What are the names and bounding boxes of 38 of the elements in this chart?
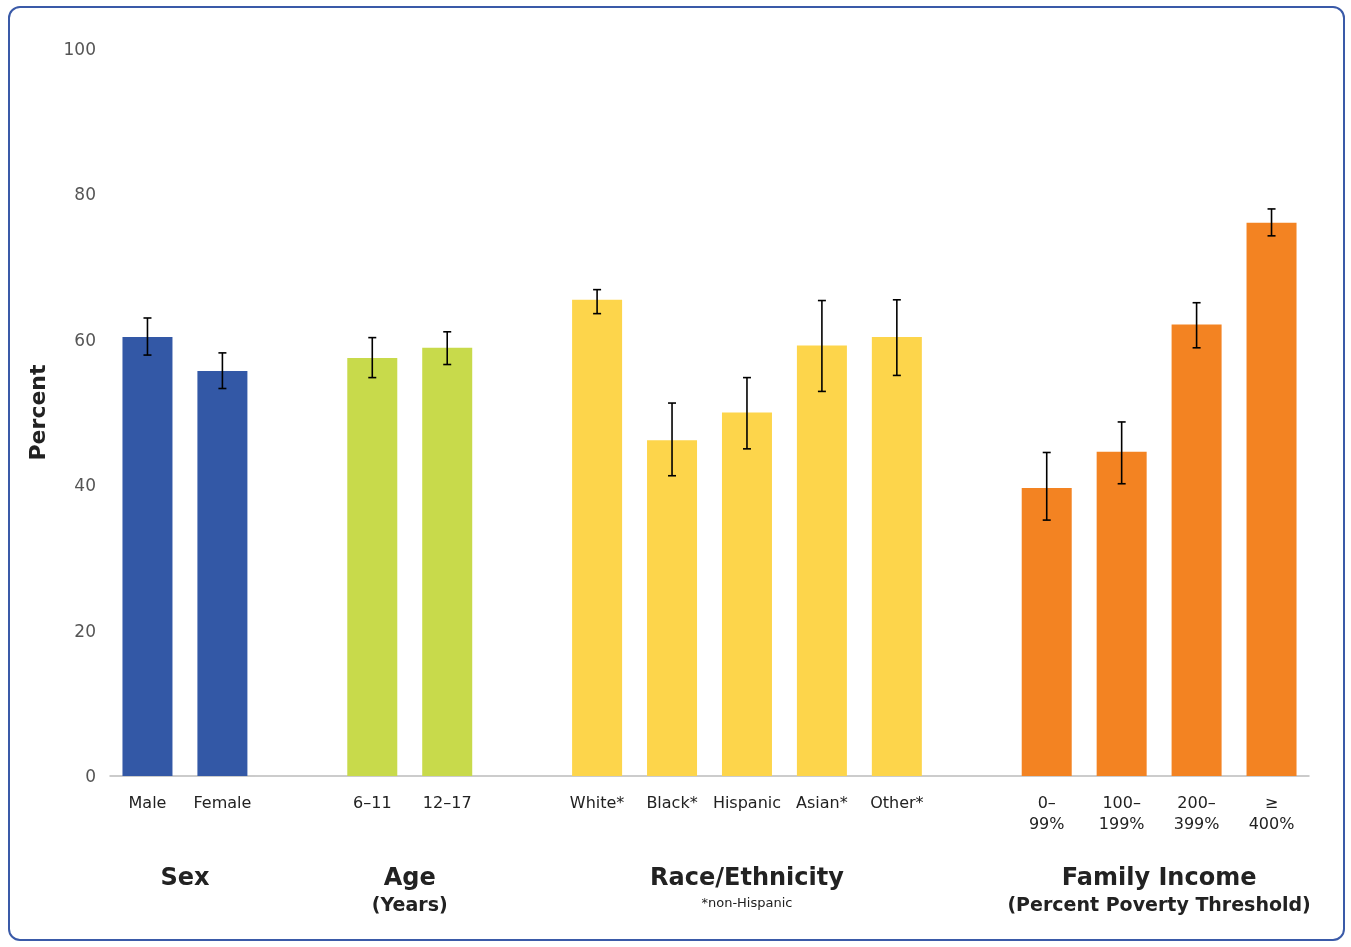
- bar: [1171, 324, 1222, 776]
- text: *non-Hispanic: [701, 895, 793, 910]
- x-tick-label: 100–199%: [1098, 793, 1145, 833]
- y-tick-label: 40: [74, 475, 96, 496]
- text: Sex: [160, 863, 210, 891]
- text: Race/Ethnicity: [650, 863, 845, 891]
- bar: [1021, 488, 1072, 776]
- y-tick-label: 20: [74, 620, 96, 641]
- bar: [422, 347, 473, 776]
- x-tick-label: Black*: [646, 793, 698, 812]
- bar: [1096, 451, 1147, 776]
- bar: [796, 345, 847, 776]
- x-tick-label: Asian*: [796, 793, 848, 812]
- y-tick-label: 60: [74, 329, 96, 350]
- x-tick-label: Other*: [870, 793, 924, 812]
- x-tick-label: ≥ 400%: [1248, 793, 1295, 833]
- text: Family Income (Percent Poverty Threshold): [1007, 863, 1311, 915]
- x-tick-label: Female: [193, 793, 252, 812]
- y-tick-label: 100: [63, 39, 96, 59]
- bar: [1246, 222, 1297, 776]
- x-tick-label: 0–99%: [1028, 793, 1065, 833]
- bar: [197, 371, 248, 776]
- bar: [347, 357, 398, 776]
- y-axis-title: Percent: [24, 364, 50, 461]
- x-tick-label: 6–11: [353, 793, 392, 812]
- bar: [122, 336, 173, 776]
- x-tick-label: Hispanic: [712, 793, 782, 812]
- x-tick-label: White*: [569, 793, 625, 812]
- x-tick-label: Male: [128, 793, 167, 812]
- bar: [572, 299, 623, 776]
- y-tick-label: 80: [74, 184, 96, 205]
- bar: [871, 336, 922, 776]
- y-tick-label: 0: [85, 766, 96, 786]
- bar: [721, 412, 772, 776]
- text: Age (Years): [371, 863, 448, 915]
- x-tick-label: 200–399%: [1173, 793, 1220, 833]
- x-tick-label: 12–17: [422, 793, 472, 812]
- bar: [647, 440, 698, 776]
